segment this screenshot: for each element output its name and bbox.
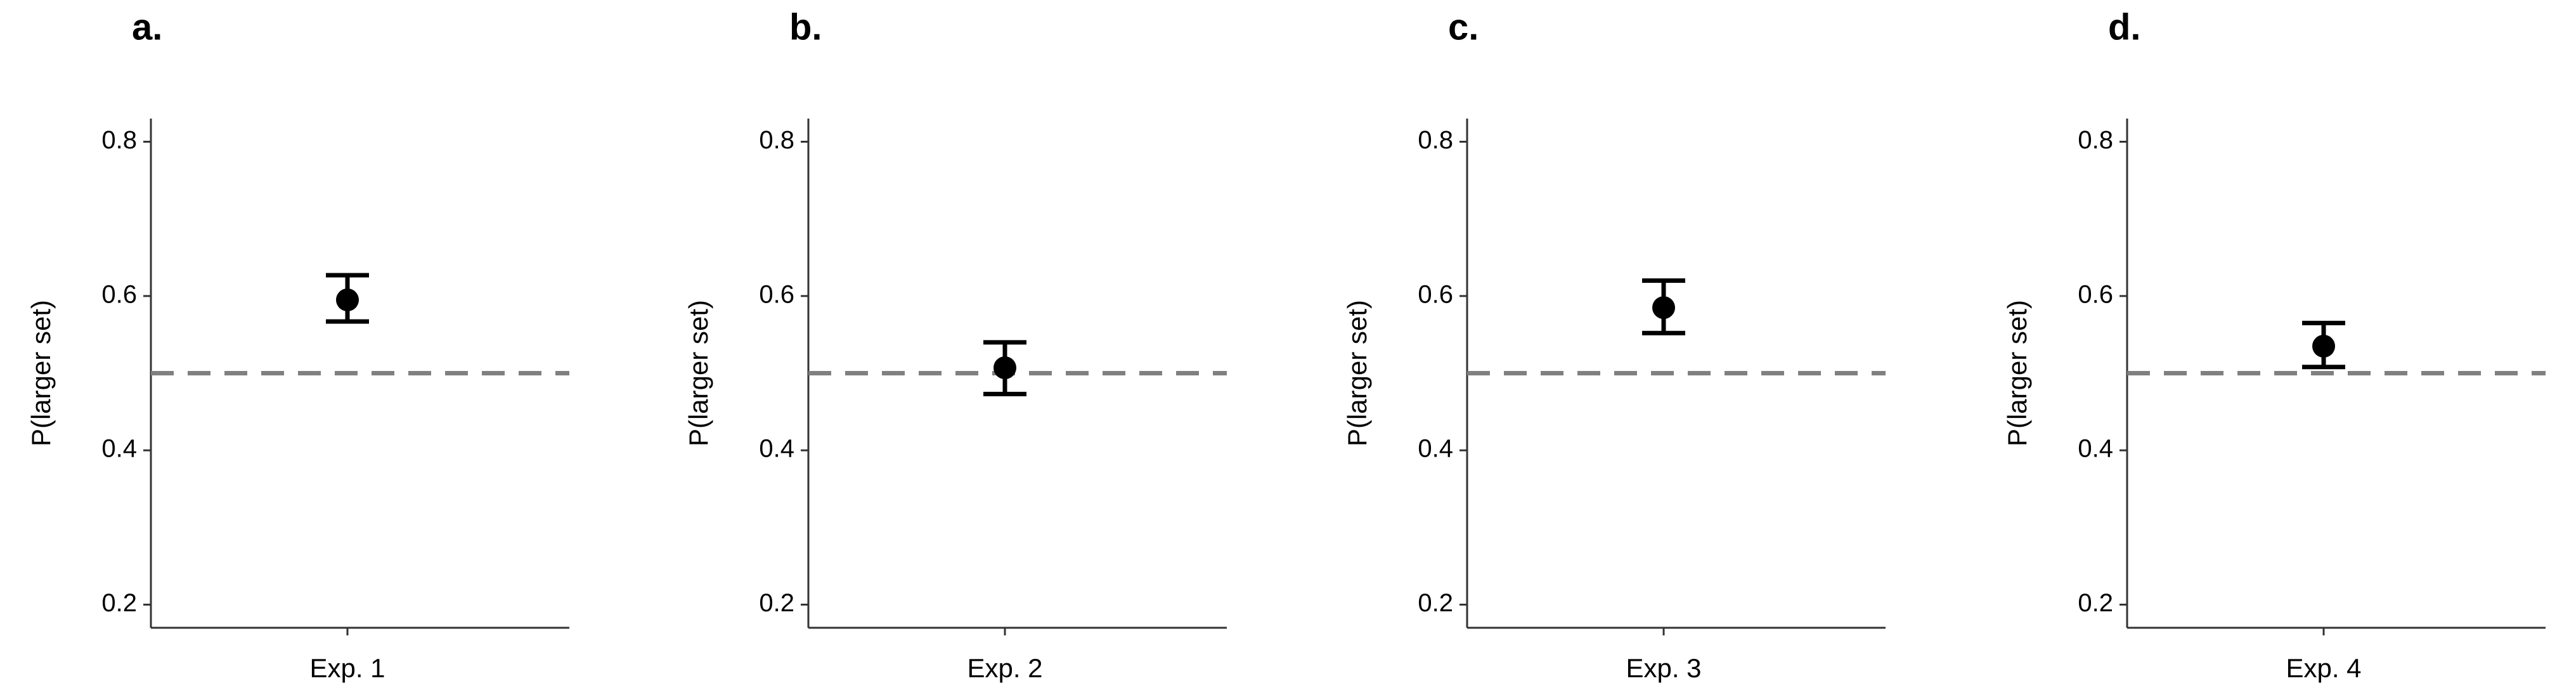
y-tick-label: 0.6 [101, 280, 137, 308]
point [1652, 296, 1675, 320]
y-tick-label: 0.4 [1418, 435, 1453, 463]
y-tick-label: 0.2 [2078, 589, 2113, 617]
y-axis-label: P(larger set) [2002, 300, 2032, 446]
y-axis-label: P(larger set) [683, 300, 713, 446]
y-tick-label: 0.8 [101, 126, 137, 154]
point [2312, 334, 2335, 358]
y-tick-label: 0.2 [1418, 589, 1453, 617]
point [994, 356, 1016, 379]
y-tick-label: 0.6 [759, 280, 794, 308]
x-tick-label: Exp. 2 [967, 653, 1042, 683]
y-tick-label: 0.6 [1418, 280, 1453, 308]
y-tick-label: 0.4 [101, 435, 137, 463]
y-tick-label: 0.6 [2078, 280, 2113, 308]
x-tick-label: Exp. 3 [1626, 653, 1701, 683]
y-tick-label: 0.8 [1418, 126, 1453, 154]
y-tick-label: 0.2 [759, 589, 794, 617]
panel-label: b. [789, 6, 822, 48]
x-tick-label: Exp. 4 [2286, 653, 2361, 683]
y-tick-label: 0.2 [101, 589, 137, 617]
y-axis-label: P(larger set) [26, 300, 56, 446]
panel-label: d. [2108, 6, 2141, 48]
y-tick-label: 0.8 [2078, 126, 2113, 154]
y-tick-label: 0.8 [759, 126, 794, 154]
x-tick-label: Exp. 1 [309, 653, 385, 683]
panel-label: c. [1448, 6, 1479, 48]
panel-label: a. [132, 6, 162, 48]
y-tick-label: 0.4 [2078, 435, 2113, 463]
y-tick-label: 0.4 [759, 435, 794, 463]
point [336, 288, 359, 311]
y-axis-label: P(larger set) [1342, 300, 1372, 446]
